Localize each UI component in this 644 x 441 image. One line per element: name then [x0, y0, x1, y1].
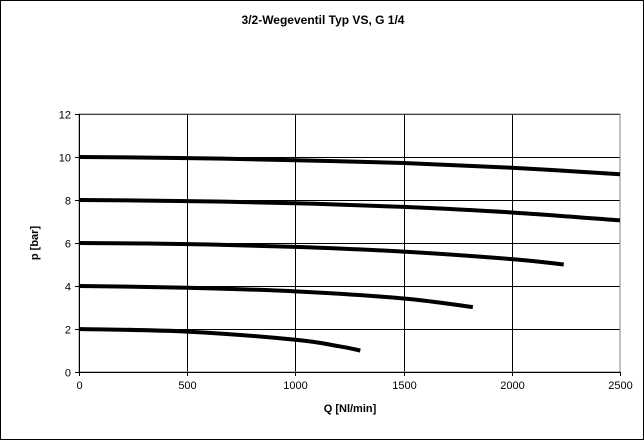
y-tick-label: 12 — [59, 110, 71, 122]
series-line-2 — [78, 198, 621, 223]
x-tick-label: 500 — [178, 380, 196, 392]
x-tick-label: 2500 — [608, 380, 632, 392]
y-tick-label: 4 — [65, 282, 71, 294]
x-tick-label: 2000 — [500, 380, 524, 392]
series-layer — [78, 155, 621, 353]
series-line-5 — [78, 327, 361, 353]
y-tick-label: 2 — [65, 325, 71, 337]
x-tick-label: 1500 — [392, 380, 416, 392]
x-axis-title: Q [Nl/min] — [324, 403, 377, 415]
chart-title: 3/2-Wegeventil Typ VS, G 1/4 — [242, 13, 405, 27]
series-line-3 — [78, 241, 564, 267]
tick-label-layer: 0 2 4 6 8 10 12 0 500 1000 1500 2000 2500 — [59, 110, 633, 393]
y-tick-label: 10 — [59, 153, 71, 165]
y-axis-title: p [bar] — [29, 226, 41, 261]
x-tick-label: 1000 — [283, 380, 307, 392]
series-line-1 — [78, 155, 621, 177]
y-tick-label: 6 — [65, 239, 71, 251]
y-tick-label: 0 — [65, 368, 71, 380]
y-tick-label: 8 — [65, 196, 71, 208]
x-tick-label: 0 — [76, 380, 82, 392]
series-line-4 — [78, 284, 474, 310]
